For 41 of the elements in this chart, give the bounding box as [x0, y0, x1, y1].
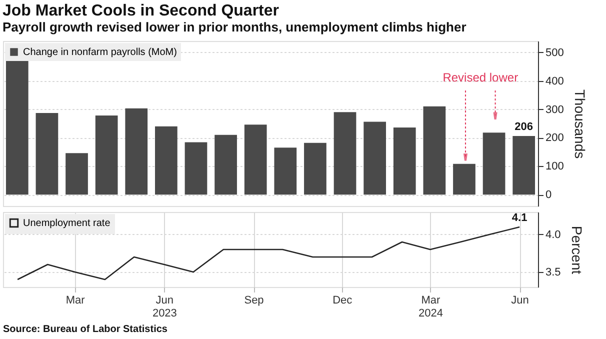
- bar: [453, 164, 476, 195]
- bar: [334, 112, 356, 195]
- bar: [125, 108, 148, 195]
- bar: [423, 106, 446, 195]
- bar: [244, 124, 267, 195]
- bar: [274, 148, 297, 195]
- bar: [66, 153, 88, 195]
- y-tick-label: 3.5: [546, 266, 561, 278]
- y-tick-label: 200: [546, 132, 564, 144]
- y-tick-label: 400: [546, 75, 564, 88]
- x-tick-label: Dec: [332, 294, 353, 306]
- y-tick-label: 0: [546, 189, 552, 202]
- legend-label: Unemployment rate: [23, 218, 111, 229]
- bar: [393, 127, 416, 195]
- y-tick-label: 100: [546, 160, 564, 173]
- y-axis-title: Thousands: [572, 89, 588, 159]
- legend-label: Change in nonfarm payrolls (MoM): [23, 47, 177, 58]
- bar: [482, 132, 506, 195]
- x-tick-label: Jun: [511, 294, 529, 306]
- bar: [512, 136, 536, 195]
- x-tick-label: Mar: [66, 294, 86, 306]
- source-note: Source: Bureau of Labor Statistics: [3, 324, 168, 335]
- data-label: 4.1: [512, 212, 528, 224]
- annotation: Revised lower: [442, 70, 518, 84]
- bar: [184, 142, 208, 195]
- y-tick-label: 500: [546, 46, 564, 59]
- bar: [36, 112, 58, 195]
- x-tick-label: Mar 2024: [418, 294, 443, 320]
- bar: [95, 116, 118, 195]
- bar: [214, 134, 237, 195]
- x-tick-label: Sep: [244, 294, 264, 306]
- data-label: 206: [514, 121, 534, 134]
- y-tick-label: 300: [546, 104, 564, 116]
- bar: [155, 126, 178, 195]
- chart-subtitle: Payroll growth revised lower in prior months, unemployment climbs higher: [2, 20, 466, 34]
- chart-title: Job Market Cools in Second Quarter: [2, 2, 279, 20]
- y-tick-label: 4.0: [546, 229, 561, 241]
- bar: [364, 122, 386, 195]
- bar: [304, 142, 326, 195]
- x-tick-label: Jun 2023: [152, 294, 177, 320]
- y-axis-title: Percent: [568, 226, 585, 274]
